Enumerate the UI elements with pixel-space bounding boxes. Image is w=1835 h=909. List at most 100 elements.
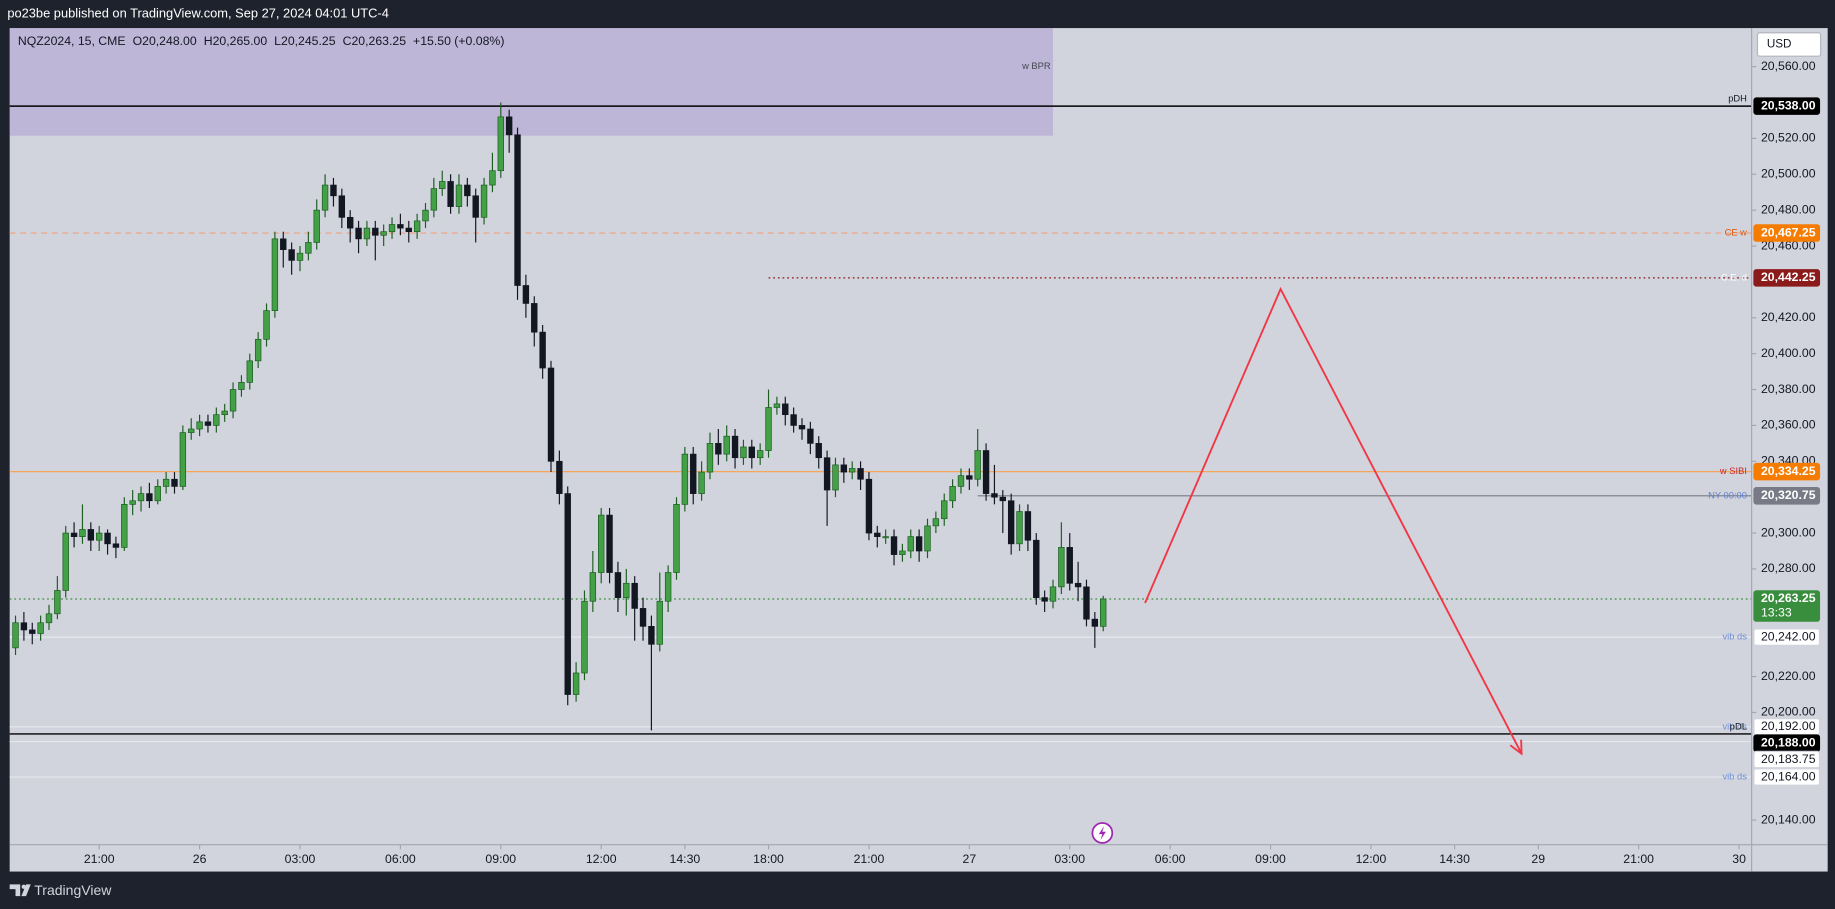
drawing-arrowhead — [1509, 739, 1523, 756]
price-box-label: 20,188.00 — [1761, 735, 1816, 749]
candle-body — [188, 428, 195, 433]
candle-body — [271, 238, 279, 311]
x-tick-label: 21:00 — [84, 852, 115, 866]
candle-body — [807, 428, 814, 444]
y-tick-label: 20,520.00 — [1761, 131, 1816, 145]
legend: NQZ2024, 15, CME O20,248.00 H20,265.00 L20,… — [18, 34, 505, 48]
candle-body — [321, 184, 329, 211]
level-name: NY 00:00 — [1708, 490, 1747, 500]
x-tick-label: 03:00 — [1054, 852, 1085, 866]
candle-body — [464, 184, 471, 197]
candle-body — [280, 238, 287, 250]
lightning-icon[interactable] — [1091, 822, 1114, 844]
candle-body — [1024, 511, 1032, 541]
candle-body — [413, 220, 421, 233]
candle-body — [991, 493, 998, 498]
candle-body — [146, 493, 153, 502]
candle-body — [1066, 547, 1073, 584]
price-box-label: 20,334.25 — [1761, 464, 1816, 478]
candle-body — [639, 608, 647, 627]
candle-body — [957, 475, 965, 487]
candle-body — [455, 184, 463, 207]
price-box — [1753, 628, 1821, 646]
candle-body — [104, 532, 111, 545]
candle-body — [849, 468, 856, 473]
publisher: po23be published on TradingView.com, Sep… — [7, 5, 389, 20]
candle-body — [254, 338, 262, 362]
candle-body — [1016, 511, 1023, 545]
brand: TradingView — [34, 882, 112, 898]
candle-body — [874, 532, 881, 537]
zone — [9, 28, 1054, 136]
candle-body — [966, 475, 973, 480]
y-tick-label: 20,380.00 — [1761, 382, 1816, 396]
candle-body — [95, 532, 103, 541]
candle-body — [798, 425, 806, 430]
candle-body — [179, 432, 187, 487]
candle-body — [246, 360, 253, 383]
candle-body — [572, 672, 580, 695]
candle-body — [598, 514, 605, 573]
candle-body — [422, 209, 429, 222]
candle-body — [347, 216, 354, 229]
legend-low: L20,245.25 — [274, 34, 336, 48]
currency: USD — [1767, 38, 1792, 51]
candle-body — [388, 224, 396, 233]
level-name: pDL — [1730, 721, 1747, 731]
candle-body — [982, 450, 990, 494]
level-name: vib ds — [1723, 771, 1748, 781]
x-tick-label: 06:00 — [385, 852, 416, 866]
price-box-label: 20,242.00 — [1761, 629, 1816, 643]
candle-body — [20, 622, 28, 631]
candle-body — [606, 514, 613, 573]
candle-body — [405, 227, 412, 233]
candle-body — [505, 116, 513, 136]
candle-body — [1083, 586, 1090, 620]
candle-body — [748, 446, 755, 459]
candle-body — [589, 572, 597, 602]
candle-body — [54, 590, 61, 615]
footer: TradingView — [9, 882, 112, 898]
candle-body — [62, 532, 69, 591]
candle-body — [556, 460, 563, 494]
y-tick-label: 20,140.00 — [1761, 812, 1816, 826]
candle-body — [87, 529, 95, 541]
candle-body — [941, 500, 948, 520]
x-tick-label: 14:30 — [1439, 852, 1470, 866]
x-tick-label: 14:30 — [670, 852, 701, 866]
x-tick-label: 27 — [963, 852, 977, 866]
candle-body — [204, 421, 212, 426]
candle-body — [623, 582, 630, 598]
y-tick-label: 20,360.00 — [1761, 418, 1816, 432]
candle-body — [890, 536, 898, 555]
candle-body — [70, 532, 78, 537]
candle-body — [29, 629, 36, 634]
candle-body — [974, 450, 981, 480]
y-tick-label: 20,220.00 — [1761, 669, 1816, 683]
candle-body — [706, 443, 714, 473]
candle-body — [380, 231, 387, 236]
x-tick-label: 12:00 — [586, 852, 617, 866]
candle-body — [823, 457, 831, 491]
candle-body — [229, 389, 237, 412]
currency-box[interactable] — [1756, 32, 1822, 57]
candle-body — [497, 116, 504, 172]
price-box — [1753, 768, 1821, 786]
x-tick-label: 12:00 — [1356, 852, 1387, 866]
candle-body — [514, 134, 521, 286]
candle-body — [756, 450, 764, 459]
plot: w BPR 20,560.00 20,520.00 20,500.00 20,480.0… — [9, 28, 1821, 866]
candle-body — [213, 414, 220, 426]
y-tick-label: 20,280.00 — [1761, 561, 1816, 575]
candle-body — [472, 195, 479, 218]
x-tick-label: 26 — [193, 852, 207, 866]
candle-body — [773, 403, 781, 408]
candle-body — [648, 625, 655, 645]
x-tick-label: 30 — [1732, 852, 1746, 866]
candle-body — [857, 468, 864, 480]
candle-body — [656, 600, 663, 645]
candle-body — [899, 550, 906, 555]
legend-close: C20,263.25 — [343, 34, 407, 48]
candle-body — [355, 227, 362, 240]
price-box-label: 20,538.00 — [1761, 98, 1816, 112]
